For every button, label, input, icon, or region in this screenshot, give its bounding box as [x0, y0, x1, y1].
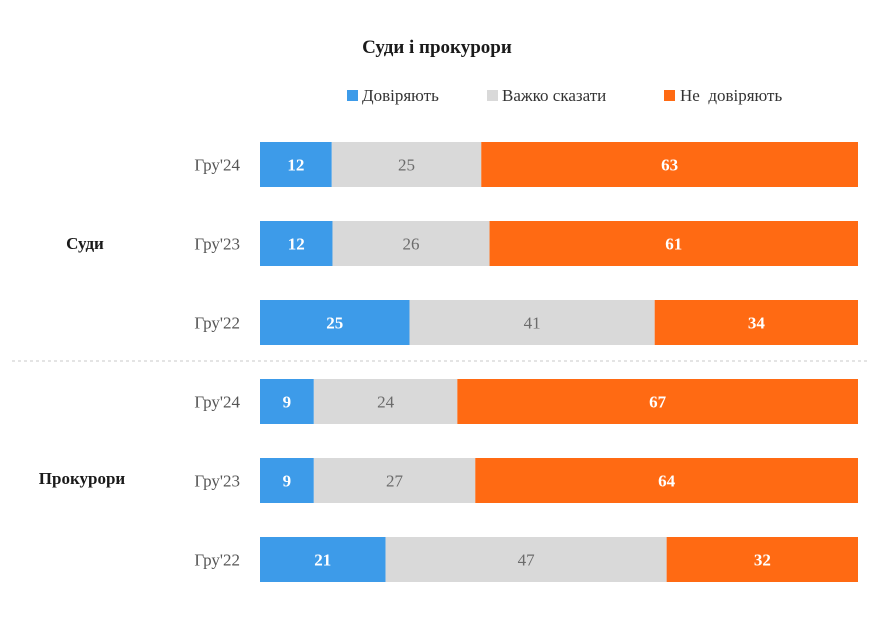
group-1-row-1-bar-trust: [260, 458, 314, 503]
group-1-row-0-bar-trust: [260, 379, 314, 424]
group-1-row-2-value-trust: 21: [314, 551, 331, 570]
group-0-row-0-bar-distrust: [481, 142, 858, 187]
group-1-row-2-value-distrust: 32: [754, 551, 771, 570]
group-0-row-2-bar-trust: [260, 300, 410, 345]
group-0-row-1-bar-distrust: [489, 221, 858, 266]
group-0-row-2-value-trust: 25: [326, 314, 343, 333]
group-1-row-1-value-trust: 9: [283, 472, 292, 491]
group-1-row-1-value-distrust: 64: [658, 472, 676, 491]
group-0-row-1-label: Гру'23: [194, 235, 240, 254]
group-0-row-2-value-hard-to-say: 41: [524, 314, 541, 333]
group-label-courts: Суди: [66, 234, 104, 253]
legend-swatch-trust: [347, 90, 358, 101]
group-0-row-2-bar-distrust: [654, 300, 858, 345]
group-1-row-2-bar-distrust: [666, 537, 858, 582]
legend-label-distrust: Не довіряють: [680, 86, 782, 105]
group-1-row-0-value-hard-to-say: 24: [377, 393, 395, 412]
group-1-row-1-value-hard-to-say: 27: [386, 472, 404, 491]
legend-swatch-hard-to-say: [487, 90, 498, 101]
group-1-row-1-bar-distrust: [475, 458, 858, 503]
group-0-row-1-value-distrust: 61: [665, 235, 682, 254]
legend-label-hard-to-say: Важко сказати: [502, 86, 606, 105]
group-0-row-0-value-trust: 12: [287, 156, 304, 175]
legend-swatch-distrust: [664, 90, 675, 101]
group-1-row-0-value-trust: 9: [283, 393, 292, 412]
group-1-row-0-bar-hard-to-say: [313, 379, 458, 424]
group-0-row-1-value-hard-to-say: 26: [403, 235, 420, 254]
group-1-row-0-bar-distrust: [457, 379, 858, 424]
group-0-row-1-bar-hard-to-say: [332, 221, 490, 266]
group-1-row-2-bar-trust: [260, 537, 386, 582]
group-0-row-1-bar-trust: [260, 221, 333, 266]
group-0-row-0-bar-hard-to-say: [331, 142, 482, 187]
group-1-row-2-label: Гру'22: [194, 551, 240, 570]
group-0-row-0-bar-trust: [260, 142, 332, 187]
group-0-row-0-value-distrust: 63: [661, 156, 678, 175]
group-1-row-1-label: Гру'23: [194, 472, 240, 491]
chart-title: Суди і прокурори: [362, 37, 512, 58]
group-0-row-0-label: Гру'24: [194, 156, 240, 175]
bar-rows: Гру'24 12 25 63 Гру'23 12 26 61 Гру'22 25 41 34 Гру'…: [194, 142, 858, 582]
group-0-row-2-value-distrust: 34: [748, 314, 766, 333]
group-0-row-2-label: Гру'22: [194, 314, 240, 333]
group-0-row-2-bar-hard-to-say: [409, 300, 655, 345]
group-label-prosecutors: Прокурори: [39, 469, 126, 488]
legend: Довіряють Важко сказати Не довіряють: [347, 86, 782, 105]
group-1-row-0-value-distrust: 67: [649, 393, 667, 412]
group-1-row-0-label: Гру'24: [194, 393, 240, 412]
group-1-row-1-bar-hard-to-say: [313, 458, 476, 503]
group-0-row-1-value-trust: 12: [288, 235, 305, 254]
group-1-row-2-value-hard-to-say: 47: [518, 551, 536, 570]
group-0-row-0-value-hard-to-say: 25: [398, 156, 415, 175]
group-1-row-2-bar-hard-to-say: [385, 537, 667, 582]
legend-label-trust: Довіряють: [362, 86, 439, 105]
